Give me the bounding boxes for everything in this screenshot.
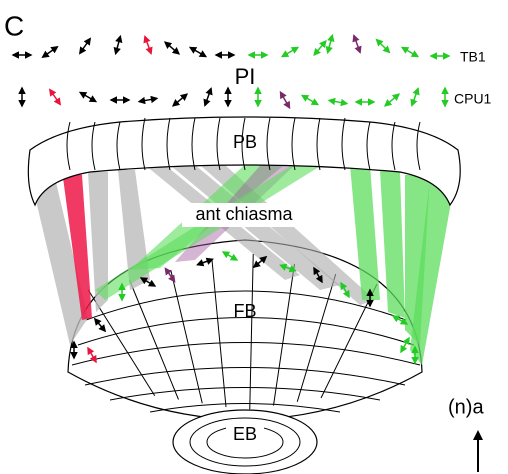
arrow [385, 94, 399, 106]
region-label: PB [233, 132, 257, 152]
arrow [80, 39, 90, 54]
arrow [281, 92, 290, 108]
arrow [314, 41, 326, 55]
region-label: EB [233, 424, 257, 444]
arrow [43, 47, 58, 57]
orientation-label: (n)a [448, 396, 484, 418]
arrow [205, 89, 211, 106]
arrow [329, 100, 347, 103]
region-label: ant chiasma [195, 204, 293, 224]
center-label: PI [235, 64, 256, 89]
arrow [328, 35, 333, 52]
arrow [116, 36, 121, 53]
arrow [302, 96, 318, 105]
arrow [402, 48, 418, 57]
arrow [282, 48, 298, 57]
row-label: CPU1 [454, 91, 492, 107]
arrow [50, 90, 60, 105]
arrow [412, 89, 418, 106]
region-label: FB [233, 301, 256, 321]
arrow [145, 37, 151, 54]
row-label: TB1 [460, 49, 486, 65]
panel-label: C [4, 10, 24, 41]
figure: C TB1 PI CPU1 PB ant chiasma FB [0, 0, 508, 474]
arrow [165, 42, 179, 54]
arrow [354, 36, 360, 53]
arrow [377, 40, 390, 53]
arrow [190, 48, 206, 57]
arrow [173, 94, 187, 106]
arrow [80, 93, 96, 102]
arrow [139, 98, 157, 101]
